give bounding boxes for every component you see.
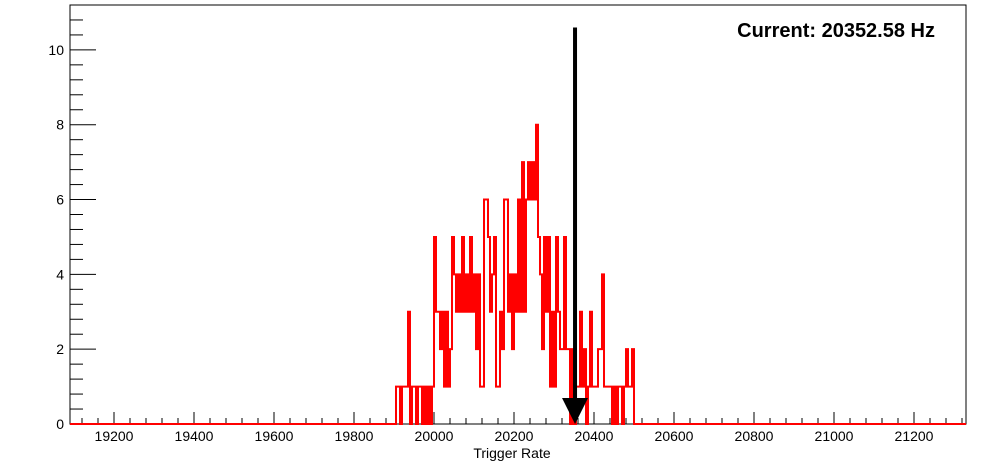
- y-tick-label: 2: [56, 341, 64, 357]
- x-axis-title: Trigger Rate: [473, 445, 551, 461]
- x-tick-label: 20000: [415, 428, 454, 444]
- x-axis: 19200 19400 19600 19800 20000 20200 20400 20600…: [81, 412, 963, 444]
- x-tick-label: 19600: [255, 428, 294, 444]
- y-tick-label: 8: [56, 117, 64, 133]
- y-tick-label: 4: [56, 266, 64, 282]
- y-axis: 0 2 4 6 8 10: [48, 4, 96, 432]
- x-tick-label: 20800: [735, 428, 774, 444]
- x-tick-label: 19400: [175, 428, 214, 444]
- x-tick-label: 19800: [335, 428, 374, 444]
- x-tick-label: 21000: [815, 428, 854, 444]
- current-value-marker: [562, 27, 589, 424]
- x-tick-label: 20600: [655, 428, 694, 444]
- x-tick-label: 20200: [495, 428, 534, 444]
- y-tick-label: 10: [48, 42, 64, 58]
- x-tick-label: 21200: [895, 428, 934, 444]
- x-tick-label: 20400: [575, 428, 614, 444]
- marker-arrowhead: [562, 398, 589, 424]
- y-tick-label: 6: [56, 192, 64, 208]
- current-rate-annotation: Current: 20352.58 Hz: [737, 20, 935, 42]
- y-tick-label: 0: [56, 416, 64, 432]
- x-tick-label: 19200: [95, 428, 134, 444]
